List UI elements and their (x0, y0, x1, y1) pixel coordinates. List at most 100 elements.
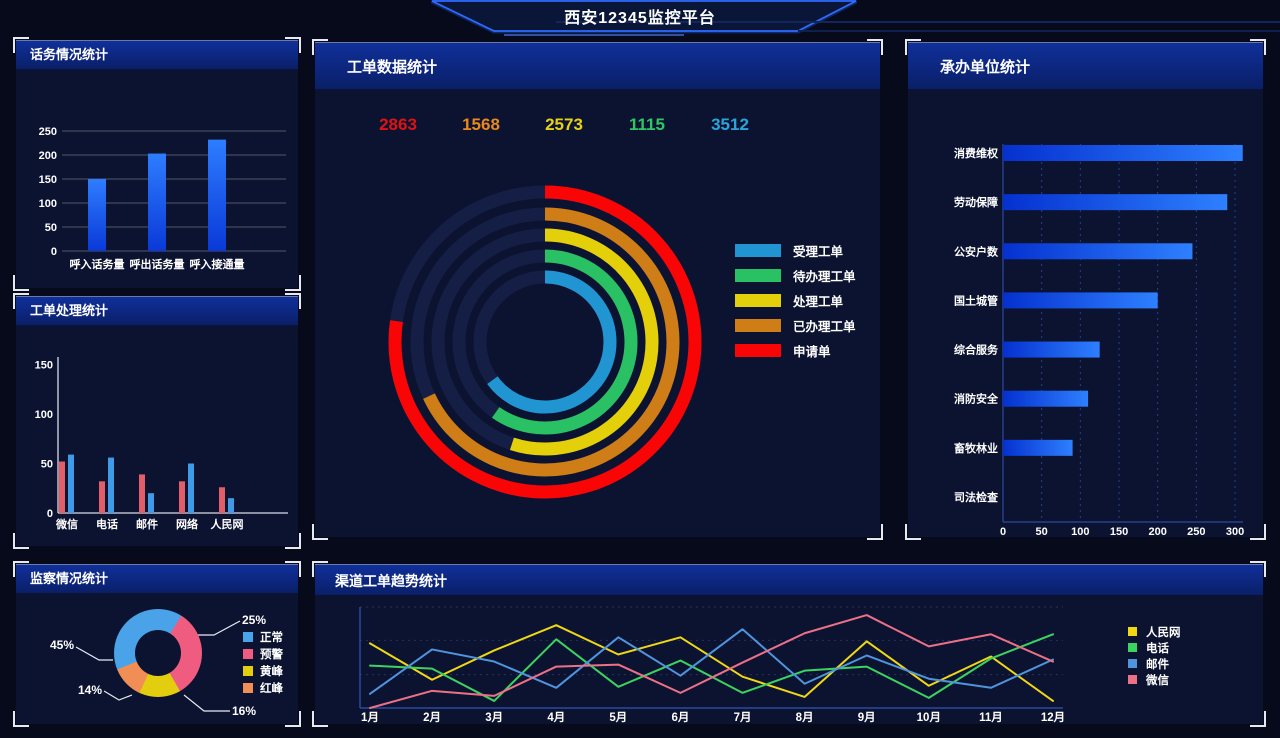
corner-bracket (905, 39, 921, 55)
concentric-rings-chart (388, 185, 702, 499)
corner-bracket (312, 561, 328, 577)
category-label: 消防安全 (954, 392, 999, 406)
trend-line (369, 633, 1054, 702)
category-label: 综合服务 (954, 343, 999, 357)
legend-swatch (243, 631, 253, 642)
legend-item: 已办理工单 (735, 318, 856, 334)
panel-trend-stats: 渠道工单趋势统计 1月 2月 3月 4月 5月 6月 7月 8月 9月 10月 11月 12月 人民网… (312, 561, 1266, 727)
x-tick-label: 12月 (1041, 711, 1065, 724)
x-category-label: 邮件 (136, 517, 158, 531)
x-tick-label: 150 (1110, 526, 1128, 537)
corner-bracket (1250, 524, 1266, 540)
legend-label: 正常 (260, 631, 283, 644)
bar (108, 457, 114, 513)
corner-bracket (312, 524, 328, 540)
bar (1003, 145, 1243, 161)
slice-pct-warning: 25% (242, 613, 267, 627)
legend-swatch (243, 682, 253, 693)
y-tick-label: 200 (39, 150, 57, 162)
bar (88, 179, 106, 251)
corner-bracket (13, 561, 29, 577)
x-tick-label: 100 (1071, 526, 1089, 537)
panel-units-stats: 承办单位统计 0 50 100 150 200 250 300 消费维权 劳动保障 公安户数 国土城… (905, 39, 1266, 540)
bar (68, 454, 74, 513)
x-tick-label: 5月 (609, 711, 627, 724)
bar (179, 481, 185, 513)
legend-item: 申请单 (735, 343, 856, 359)
top-header-bar: 西安12345监控平台 (0, 0, 1280, 40)
legend-label: 申请单 (793, 344, 831, 359)
call-bar-chart: 0 50 100 150 200 250 呼入话务量 呼出话务量 呼入接通量 (39, 126, 286, 271)
legend-swatch (735, 343, 781, 357)
panel-monitor-stats: 监察情况统计 45% 25% 16% 14% 正常 预警 黄峰 (13, 561, 301, 727)
slice-pct-yellow: 16% (232, 704, 257, 718)
legend-item: 预警 (243, 648, 283, 661)
legend-label: 处理工单 (793, 294, 844, 309)
x-tick-label: 6月 (671, 711, 689, 724)
x-tick-label: 4月 (547, 711, 565, 724)
bar (208, 139, 226, 251)
legend-swatch (1128, 675, 1137, 684)
corner-bracket (867, 39, 883, 55)
x-tick-label: 250 (1187, 526, 1205, 537)
corner-bracket (285, 533, 301, 549)
bar (1003, 194, 1228, 211)
corner-bracket (312, 39, 328, 55)
ring-arc (509, 228, 659, 456)
x-category-label: 呼出话务量 (130, 257, 185, 271)
legend-label: 受理工单 (793, 244, 844, 259)
panel-title-call: 话务情况统计 (16, 40, 298, 69)
y-tick-label: 150 (39, 174, 57, 186)
bar (148, 153, 166, 251)
legend-item: 电话 (1128, 642, 1181, 655)
bar (1003, 341, 1100, 358)
legend-label: 红峰 (260, 682, 283, 695)
x-tick-label: 7月 (734, 711, 752, 724)
corner-bracket (1250, 39, 1266, 55)
legend-swatch (1128, 659, 1137, 668)
legend-swatch (735, 293, 781, 307)
corner-bracket (13, 275, 29, 291)
legend-swatch (243, 648, 253, 659)
kpi-value: 1568 (462, 115, 500, 134)
bar (148, 493, 154, 513)
x-tick-label: 50 (1036, 526, 1048, 537)
x-tick-label: 10月 (917, 711, 941, 724)
x-category-label: 人民网 (211, 517, 244, 531)
legend-swatch (1128, 627, 1137, 636)
kpi-value: 2863 (379, 115, 417, 134)
legend-item: 红峰 (243, 682, 283, 695)
x-tick-label: 9月 (858, 711, 876, 724)
kpi-value: 1115 (629, 115, 665, 134)
corner-bracket (13, 293, 29, 309)
legend-swatch (735, 268, 781, 282)
panel-title-trend: 渠道工单趋势统计 (315, 564, 1263, 595)
legend-item: 待办理工单 (735, 268, 856, 284)
bar (219, 487, 225, 513)
corner-bracket (905, 524, 921, 540)
legend-item: 人民网 (1128, 626, 1181, 639)
bar (1003, 292, 1158, 309)
y-tick-label: 50 (45, 222, 57, 234)
x-category-label: 网络 (176, 517, 198, 531)
panel-title-orders: 工单数据统计 (315, 42, 880, 89)
corner-bracket (13, 37, 29, 53)
trend-line (369, 628, 1054, 695)
legend-label: 待办理工单 (793, 269, 856, 284)
slice-pct-normal: 45% (50, 638, 75, 652)
legend-swatch (735, 318, 781, 332)
x-category-label: 呼入接通量 (190, 257, 245, 271)
ring-arc (423, 207, 680, 477)
corner-bracket (285, 561, 301, 577)
legend-item: 受理工单 (735, 243, 856, 259)
legend-label: 预警 (260, 648, 283, 661)
corner-bracket (1250, 711, 1266, 727)
category-label: 劳动保障 (954, 195, 998, 209)
legend-item: 处理工单 (735, 293, 856, 309)
orders-legend: 受理工单 待办理工单 处理工单 已办理工单 申请单 (735, 243, 856, 368)
panel-title-monitor: 监察情况统计 (16, 564, 298, 593)
units-hbar-chart: 0 50 100 150 200 250 300 消费维权劳动保障公安户数国土城管综合服务消防… (954, 144, 1244, 537)
x-tick-label: 8月 (796, 711, 814, 724)
ring-arc (388, 185, 702, 499)
legend-item: 微信 (1128, 674, 1181, 687)
